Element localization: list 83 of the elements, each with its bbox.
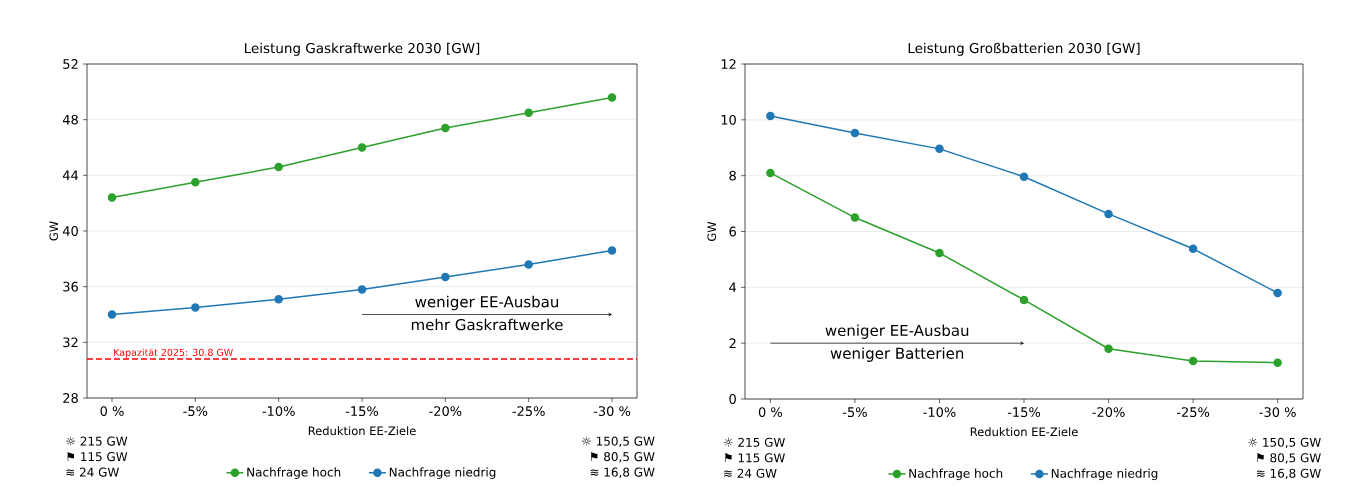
point	[766, 168, 775, 178]
y-tick-label: 10	[721, 114, 736, 125]
text: ☼ 150,5 GW	[1248, 437, 1321, 449]
point	[1104, 209, 1113, 219]
x-tick-label: -10%	[923, 407, 956, 418]
text: ≋ 24 GW	[66, 467, 119, 477]
text: ☼ 215 GW	[723, 437, 785, 447]
point	[1188, 244, 1198, 254]
legend-label: Nachfrage niedrig	[1051, 468, 1158, 481]
chart-title: Leistung Gaskraftwerke 2030 [GW]	[244, 42, 480, 56]
point	[850, 128, 860, 138]
point	[441, 272, 450, 282]
y-axis-title: GW	[707, 221, 717, 242]
legend-label: Nachfrage niedrig	[389, 467, 496, 479]
y-tick-label: 6	[729, 226, 736, 237]
point	[1019, 172, 1029, 182]
y-tick-label: 48	[62, 114, 78, 125]
y-tick-label: 2	[729, 338, 736, 348]
point	[850, 213, 860, 222]
chart-title: Leistung Großbatterien 2030 [GW]	[908, 42, 1140, 56]
text: ☼ 215 GW	[66, 436, 128, 446]
y-tick-label: 8	[729, 170, 736, 181]
y-axis-title: GW	[49, 221, 59, 241]
point	[935, 144, 944, 154]
point	[766, 111, 775, 121]
x-tick-label: -20%	[429, 406, 462, 417]
annotation: weniger EE-Ausbau	[825, 324, 969, 339]
y-tick-label: 40	[62, 226, 78, 236]
x-tick-label: -15%	[345, 406, 379, 417]
point	[357, 143, 367, 152]
point	[524, 108, 533, 117]
point	[107, 193, 117, 202]
ref-line-label: Kapazität 2025: 30.8 GW	[114, 348, 233, 358]
y-tick-label: 0	[729, 394, 736, 404]
y-tick-label: 12	[721, 59, 736, 69]
x-axis-title: Reduktion EE-Ziele	[970, 427, 1078, 437]
point	[1273, 288, 1282, 298]
point	[524, 260, 533, 269]
point	[607, 93, 617, 102]
point	[107, 310, 117, 319]
point	[1188, 356, 1198, 366]
point	[274, 294, 283, 304]
annotation: weniger Batterien	[830, 347, 964, 362]
y-tick-label: 28	[63, 393, 78, 403]
point	[935, 248, 944, 258]
point	[274, 162, 283, 172]
y-tick-label: 32	[63, 337, 78, 348]
y-tick-label: 52	[63, 59, 78, 69]
legend-label: Nachfrage hoch	[909, 468, 1003, 481]
point	[191, 178, 200, 187]
y-tick-label: 36	[63, 281, 78, 292]
point	[441, 123, 450, 133]
legend-label: Nachfrage hoch	[247, 467, 341, 479]
annotation: mehr Gaskraftwerke	[411, 318, 563, 331]
x-tick-label: -5%	[183, 406, 208, 417]
x-tick-label: -25%	[512, 406, 545, 417]
x-tick-label: -30 %	[1259, 407, 1296, 418]
text: ≋ 16,8 GW	[590, 467, 655, 478]
text: ⚑ 115 GW	[67, 452, 128, 462]
x-tick-label: -20%	[1092, 407, 1125, 418]
x-tick-label: -25%	[1176, 407, 1210, 418]
text: ⚑ 115 GW	[724, 453, 785, 463]
text: ≋ 24 GW	[724, 468, 777, 478]
text: ☼ 150,5 GW	[582, 436, 655, 447]
x-tick-label: -10%	[262, 406, 295, 417]
point	[1019, 295, 1029, 305]
x-tick-label: 0 %	[100, 406, 124, 417]
point	[357, 285, 367, 294]
x-tick-label: -15%	[1007, 407, 1041, 418]
point	[1273, 358, 1282, 367]
x-axis-title: Reduktion EE-Ziele	[308, 426, 416, 436]
point	[191, 303, 200, 312]
text: ⚑ 80,5 GW	[1256, 453, 1321, 464]
annotation: weniger EE-Ausbau	[415, 295, 559, 311]
x-tick-label: 0 %	[758, 407, 783, 418]
point	[1104, 344, 1113, 353]
x-tick-label: -5%	[842, 407, 867, 418]
point	[607, 246, 617, 255]
text: ⚑ 80,5 GW	[590, 452, 655, 463]
text: ≋ 16,8 GW	[1256, 468, 1321, 480]
y-tick-label: 4	[729, 282, 737, 293]
x-tick-label: -30 %	[593, 406, 631, 417]
y-tick-label: 44	[62, 170, 79, 181]
